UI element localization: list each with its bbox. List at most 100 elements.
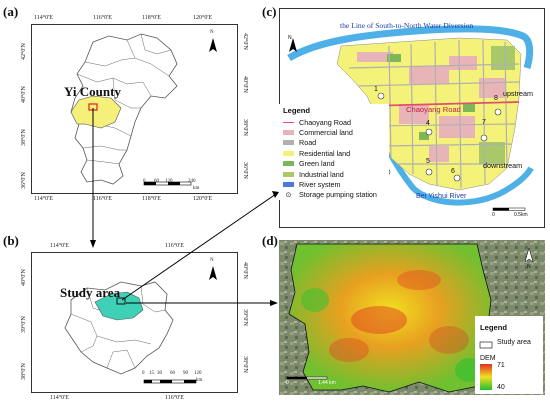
b-scale-label: 90 — [183, 371, 188, 376]
station-label: 6 — [451, 168, 455, 175]
study-area-box — [116, 297, 126, 305]
legend-item-label: Residential land — [299, 148, 351, 158]
dem-label: DEM — [480, 355, 496, 362]
d-legend-title: Legend — [480, 323, 508, 332]
baoding-region — [70, 95, 122, 129]
b-north-arrow-icon — [209, 266, 217, 280]
legend-item: Green land — [283, 159, 389, 169]
legend-swatch — [283, 140, 294, 146]
study-area-swatch — [479, 341, 493, 349]
legend-item: Industrial land — [283, 169, 389, 179]
canal — [287, 25, 534, 69]
legend-title: Legend — [283, 106, 311, 115]
canal-label: the Line of South-to-North Water Diversi… — [340, 21, 474, 30]
a-bottom-tick: 116°0'E — [93, 196, 112, 202]
pump-station-icon: ⊙ — [285, 191, 292, 199]
d-study-area-label: Study area — [497, 339, 531, 346]
legend-item: Residential land — [283, 148, 389, 158]
d-scale-label: 0 — [286, 380, 289, 386]
panel-d-map — [279, 240, 545, 395]
c-scale-bar — [492, 207, 526, 211]
station-label: 8 — [494, 95, 498, 102]
d-north-label: N — [527, 264, 531, 270]
station-marker — [425, 168, 433, 176]
b-top-tick: 114°0'E — [50, 243, 69, 249]
b-top-tick: 116°0'E — [165, 243, 184, 249]
legend-item-label: Commercial land — [299, 128, 353, 138]
b-scale-unit: km — [196, 378, 203, 383]
panel-c-legend: Legend Chaoyang Road Commercial land Roa… — [279, 104, 389, 201]
b-scale-label: 60 — [170, 371, 175, 376]
upstream-label: upstream — [503, 89, 533, 98]
station-marker — [494, 108, 502, 116]
a-top-tick: 120°0'E — [193, 15, 213, 21]
chaoyang-road-label: Chaoyang Road — [406, 105, 461, 114]
station-marker — [425, 128, 433, 136]
a-top-tick: 114°0'E — [34, 15, 53, 21]
panel-c-label: (c) — [262, 4, 277, 19]
panel-b-frame — [31, 252, 238, 393]
dem-max-label: 71 — [497, 362, 505, 369]
panel-d-label: (d) — [262, 233, 278, 248]
legend-swatch — [283, 161, 294, 167]
legend-item-label: Storage pumping station — [299, 190, 377, 200]
b-scale-bar — [143, 379, 197, 384]
a-scale-label: 60 — [154, 179, 159, 184]
c-scale-label: 0 — [492, 212, 495, 218]
legend-item: River system — [283, 179, 389, 189]
legend-item: ⊙ Storage pumping station — [283, 190, 389, 200]
legend-item-label: Chaoyang Road — [299, 117, 351, 127]
b-scale-label: 30 — [157, 371, 162, 376]
d-scale-label: 1.44 km — [318, 380, 336, 386]
station-marker — [377, 92, 385, 100]
b-scale-label: 0 — [142, 371, 145, 376]
panel-a-label: (a) — [3, 4, 19, 19]
legend-swatch — [283, 182, 294, 188]
station-marker — [453, 174, 461, 182]
dem-colorbar — [480, 364, 492, 390]
panel-c-map — [287, 25, 534, 211]
panel-b-map — [64, 266, 217, 384]
station-label: 1 — [374, 86, 378, 93]
panel-a-frame — [31, 24, 238, 194]
yi-county-label: Yi County — [64, 84, 121, 99]
legend-item: Road — [283, 138, 389, 148]
b-bottom-tick: 116°0'E — [165, 395, 184, 401]
downstream-label: downstream — [483, 161, 523, 170]
a-scale-bar — [143, 181, 192, 186]
legend-item: Commercial land — [283, 127, 389, 137]
legend-item: Chaoyang Road — [283, 117, 389, 127]
station-label: 5 — [426, 158, 430, 165]
a-top-tick: 118°0'E — [142, 15, 161, 21]
d-scale-bar — [286, 376, 328, 380]
a-north-arrow-icon — [209, 38, 217, 52]
study-area-label: Study area — [60, 285, 121, 300]
a-scale-label: 0 — [143, 179, 146, 184]
dem-min-label: 40 — [497, 384, 505, 391]
a-bottom-tick: 114°0'E — [34, 196, 53, 202]
legend-swatch — [283, 130, 294, 136]
a-top-tick: 116°0'E — [93, 15, 112, 21]
legend-item-label: Green land — [299, 159, 335, 169]
legend-swatch — [283, 150, 294, 156]
a-north-label: N — [210, 30, 214, 35]
b-bottom-tick: 114°0'E — [50, 395, 69, 401]
c-north-label: N — [288, 35, 292, 41]
panel-a-map — [70, 33, 217, 186]
legend-item-label: Road — [299, 138, 317, 148]
panel-b-label: (b) — [3, 233, 19, 248]
legend-swatch — [283, 171, 294, 177]
a-bottom-tick: 118°0'E — [142, 196, 161, 202]
c-scale-unit: km — [521, 212, 528, 218]
b-north-label: N — [210, 258, 214, 263]
a-scale-label: 120 — [165, 179, 173, 184]
river-label: Bei Yishui River — [416, 191, 467, 200]
legend-line-swatch — [283, 121, 294, 123]
a-bottom-tick: 120°0'E — [193, 196, 213, 202]
b-scale-label: 15 — [149, 371, 154, 376]
yi-county-region — [94, 291, 144, 321]
station-label: 4 — [426, 120, 430, 127]
chaoyang-road-line — [366, 101, 520, 107]
